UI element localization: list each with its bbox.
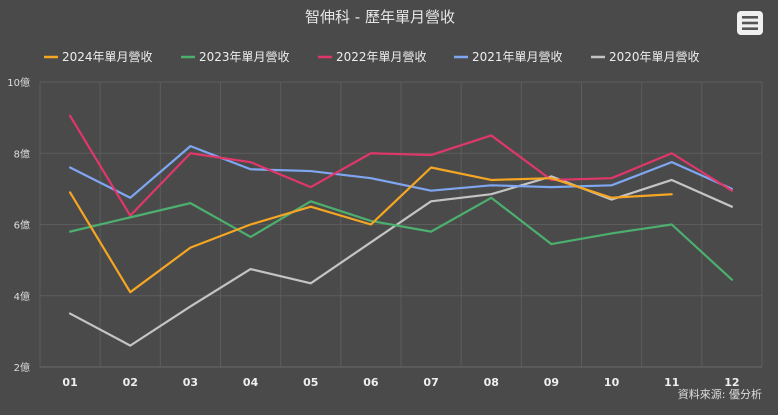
x-tick-label: 07 bbox=[423, 376, 438, 389]
series-line[interactable] bbox=[68, 145, 734, 199]
chart-legend: 2024年單月營收 2023年單月營收 2022年單月營收 2021年單月營收 2020… bbox=[44, 50, 700, 64]
series-line[interactable] bbox=[68, 114, 734, 217]
x-tick-label: 04 bbox=[243, 376, 259, 389]
legend-item[interactable]: 2022年單月營收 bbox=[318, 50, 427, 64]
y-tick-label: 6億 bbox=[14, 219, 30, 232]
x-tick-label: 02 bbox=[123, 376, 138, 389]
y-axis: 2億 4億 6億 8億 10億 bbox=[7, 76, 30, 374]
x-tick-label: 10 bbox=[604, 376, 620, 389]
menu-icon-bar[interactable] bbox=[742, 21, 758, 25]
series-line[interactable] bbox=[68, 196, 734, 281]
series-line[interactable] bbox=[68, 166, 673, 294]
x-tick-label: 08 bbox=[484, 376, 499, 389]
x-tick-label: 12 bbox=[724, 376, 739, 389]
x-tick-label: 11 bbox=[664, 376, 679, 389]
x-tick-label: 09 bbox=[544, 376, 559, 389]
legend-item[interactable]: 2020年單月營收 bbox=[591, 50, 700, 64]
legend-label[interactable]: 2021年單月營收 bbox=[472, 50, 563, 64]
x-axis: 01 02 03 04 05 06 07 08 09 10 11 12 bbox=[40, 366, 762, 389]
chart-title: 智伸科 - 歷年單月營收 bbox=[305, 8, 455, 26]
y-tick-label: 10億 bbox=[7, 76, 30, 89]
chart-series bbox=[68, 114, 734, 347]
x-tick-label: 05 bbox=[303, 376, 318, 389]
legend-label[interactable]: 2022年單月營收 bbox=[336, 50, 427, 64]
x-tick-label: 06 bbox=[363, 376, 379, 389]
x-tick-label: 01 bbox=[62, 376, 77, 389]
y-tick-label: 8億 bbox=[14, 147, 30, 160]
legend-item[interactable]: 2021年單月營收 bbox=[454, 50, 563, 64]
chart-menu-button[interactable] bbox=[737, 11, 763, 35]
legend-item[interactable]: 2024年單月營收 bbox=[44, 50, 153, 64]
source-note: 資料來源: 優分析 bbox=[678, 387, 762, 401]
y-tick-label: 2億 bbox=[14, 361, 30, 374]
menu-icon-bar[interactable] bbox=[742, 16, 758, 19]
menu-icon-bar[interactable] bbox=[742, 27, 758, 30]
y-tick-label: 4億 bbox=[14, 290, 30, 303]
x-tick-label: 03 bbox=[183, 376, 198, 389]
legend-label[interactable]: 2023年單月營收 bbox=[199, 50, 290, 64]
legend-label[interactable]: 2020年單月營收 bbox=[609, 50, 700, 64]
legend-item[interactable]: 2023年單月營收 bbox=[181, 50, 290, 64]
legend-label[interactable]: 2024年單月營收 bbox=[62, 50, 153, 64]
